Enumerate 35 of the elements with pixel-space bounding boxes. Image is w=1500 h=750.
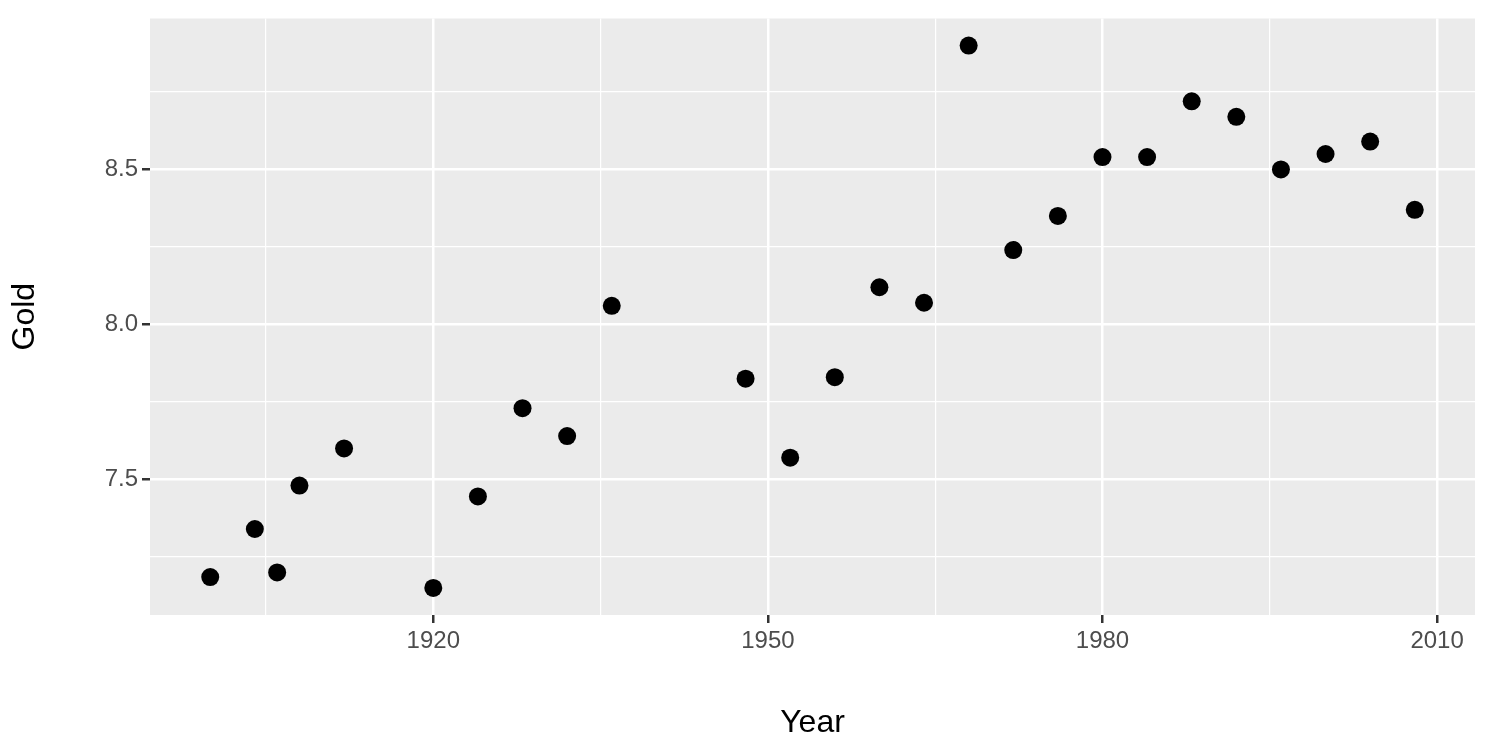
point (201, 568, 220, 587)
point (1093, 148, 1112, 167)
point (1361, 132, 1380, 151)
point (1405, 200, 1424, 219)
y-tick-label: 7.5 (104, 464, 138, 492)
point (290, 476, 309, 495)
point (1004, 241, 1023, 260)
point (513, 399, 532, 418)
point (1138, 148, 1157, 167)
x-tick-label: 2010 (1410, 626, 1464, 654)
point (736, 369, 755, 388)
point (870, 278, 889, 297)
point (268, 563, 287, 582)
point (1227, 107, 1246, 126)
point (825, 368, 844, 387)
y-tick-label: 8.5 (104, 154, 138, 182)
y-axis-title: Gold (5, 282, 42, 351)
y-tick-label: 8.0 (104, 309, 138, 337)
point (1048, 206, 1067, 225)
point (781, 448, 800, 467)
point (1182, 92, 1201, 111)
point (335, 439, 354, 458)
x-tick-label: 1980 (1075, 626, 1130, 654)
x-tick-label: 1920 (406, 626, 460, 654)
point (915, 293, 934, 312)
point (1271, 160, 1290, 179)
point (245, 520, 264, 538)
point (602, 296, 621, 315)
point (468, 487, 487, 506)
point (424, 578, 443, 597)
x-axis-title: Year (780, 702, 846, 739)
point (1316, 144, 1335, 163)
point (558, 427, 577, 446)
point (959, 36, 978, 55)
x-tick-label: 1950 (741, 626, 795, 654)
